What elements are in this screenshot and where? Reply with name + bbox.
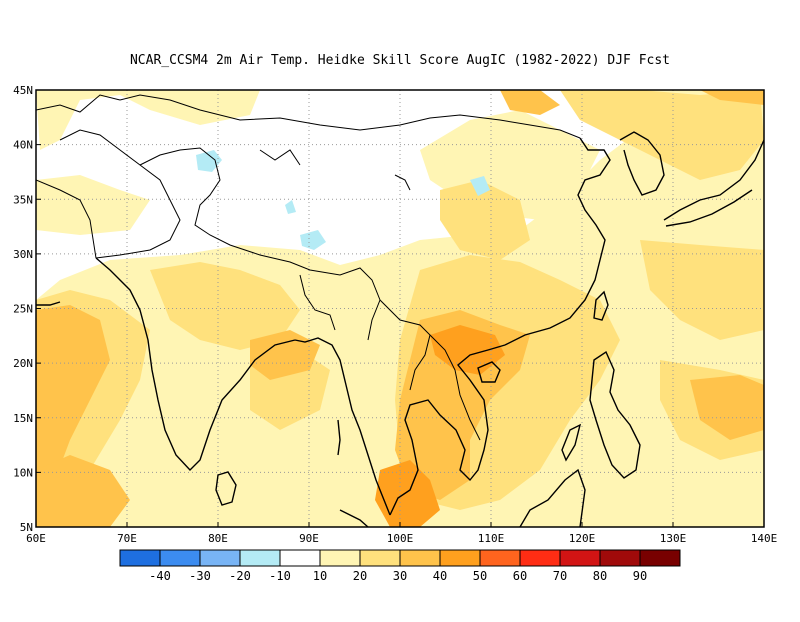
lon-tick-label: 90E <box>299 532 319 545</box>
coastline <box>36 301 61 306</box>
skill-region-neg10 <box>196 150 222 172</box>
border <box>299 274 336 331</box>
colorbar-swatch <box>559 549 601 567</box>
border <box>394 174 411 191</box>
border <box>36 179 97 259</box>
skill-region-30 <box>440 180 530 260</box>
japan-coastline <box>663 139 764 221</box>
colorbar-swatch <box>319 549 361 567</box>
colorbar-label: 60 <box>513 569 527 583</box>
border <box>36 94 121 113</box>
colorbar-swatch <box>399 549 441 567</box>
lat-tick-label: 10N <box>13 466 33 479</box>
sumatra-coastline <box>339 509 369 527</box>
skill-region-neg10 <box>300 230 326 250</box>
border <box>59 129 181 259</box>
skill-region-30 <box>560 90 764 180</box>
japan-coastline <box>665 189 753 227</box>
bay-coastline <box>294 337 391 516</box>
skill-region-30 <box>640 240 764 340</box>
india-coastline <box>95 257 296 472</box>
colorbar-label: -40 <box>149 569 171 583</box>
skill-region-40 <box>690 375 764 440</box>
coastlines <box>36 94 764 527</box>
skill-region-20 <box>36 175 150 235</box>
skill-region-40 <box>500 90 560 115</box>
colorbar-label: 70 <box>553 569 567 583</box>
colorbar-label: 50 <box>473 569 487 583</box>
malay-coastline <box>389 344 506 516</box>
skill-region-30 <box>150 262 300 350</box>
hainan-coastline <box>477 361 501 383</box>
colorbar-label: 20 <box>353 569 367 583</box>
colorbar-swatch <box>239 549 281 567</box>
china-coastline <box>504 137 611 346</box>
lon-tick-label: 130E <box>660 532 687 545</box>
lat-tick-label: 40N <box>13 139 33 152</box>
skill-region-neg10 <box>285 200 296 214</box>
colorbar <box>119 549 681 567</box>
colorbar-swatch <box>639 549 681 567</box>
border <box>139 147 381 341</box>
skill-region-20 <box>36 90 260 150</box>
skill-region-50 <box>375 460 440 527</box>
skill-region-40 <box>36 305 110 500</box>
colorbar-swatch <box>279 549 321 567</box>
colorbar-swatch <box>439 549 481 567</box>
colorbar-label: -10 <box>269 569 291 583</box>
srilanka-coastline <box>215 471 237 506</box>
lat-tick-label: 5N <box>20 521 33 534</box>
skill-region-40 <box>36 455 130 527</box>
colorbar-swatch <box>519 549 561 567</box>
lon-tick-label: 100E <box>387 532 414 545</box>
skill-region-40 <box>700 90 764 105</box>
colorbar-swatch <box>599 549 641 567</box>
lat-tick-label: 25N <box>13 303 33 316</box>
gridlines <box>36 90 764 527</box>
colorbar-label: -30 <box>189 569 211 583</box>
map-title: NCAR_CCSM4 2m Air Temp. Heidke Skill Sco… <box>130 53 670 68</box>
skill-region-neg10 <box>470 176 490 196</box>
skill-shading <box>36 90 764 527</box>
latitude-labels: 45N 40N 35N 30N 25N 20N 15N 10N 5N <box>13 84 41 534</box>
lon-tick-label: 70E <box>117 532 137 545</box>
colorbar-swatch <box>159 549 201 567</box>
colorbar-swatch <box>199 549 241 567</box>
palawan-coastline <box>561 423 582 462</box>
lat-tick-label: 30N <box>13 248 33 261</box>
skill-region-50 <box>430 325 505 375</box>
lon-tick-label: 110E <box>478 532 505 545</box>
colorbar-swatch <box>119 549 161 567</box>
colorbar-label: 90 <box>633 569 647 583</box>
colorbar-label: -20 <box>229 569 251 583</box>
longitude-labels: 60E 70E 80E 90E 100E 110E 120E 130E 140E <box>26 522 777 545</box>
lat-tick-label: 45N <box>13 84 33 97</box>
korea-coastline <box>619 131 665 196</box>
colorbar-label: 30 <box>393 569 407 583</box>
borneo-coastline <box>519 468 586 527</box>
skill-region-40 <box>250 330 320 380</box>
lon-tick-label: 80E <box>208 532 228 545</box>
border <box>259 149 301 166</box>
colorbar-swatch <box>479 549 521 567</box>
lat-tick-label: 15N <box>13 412 33 425</box>
colorbar-label: 10 <box>313 569 327 583</box>
lon-tick-label: 140E <box>751 532 778 545</box>
colorbar-labels: -40 -30 -20 -10 10 20 30 40 50 60 70 80 90 <box>149 569 647 583</box>
colorbar-swatch <box>359 549 401 567</box>
border <box>429 334 481 441</box>
andaman-coastline <box>337 419 341 456</box>
lon-tick-label: 60E <box>26 532 46 545</box>
philippines-coastline <box>589 350 641 479</box>
border <box>119 94 581 139</box>
colorbar-label: 40 <box>433 569 447 583</box>
lat-tick-label: 35N <box>13 193 33 206</box>
lat-tick-label: 20N <box>13 357 33 370</box>
lon-tick-label: 120E <box>569 532 596 545</box>
taiwan-coastline <box>593 290 609 321</box>
colorbar-label: 80 <box>593 569 607 583</box>
